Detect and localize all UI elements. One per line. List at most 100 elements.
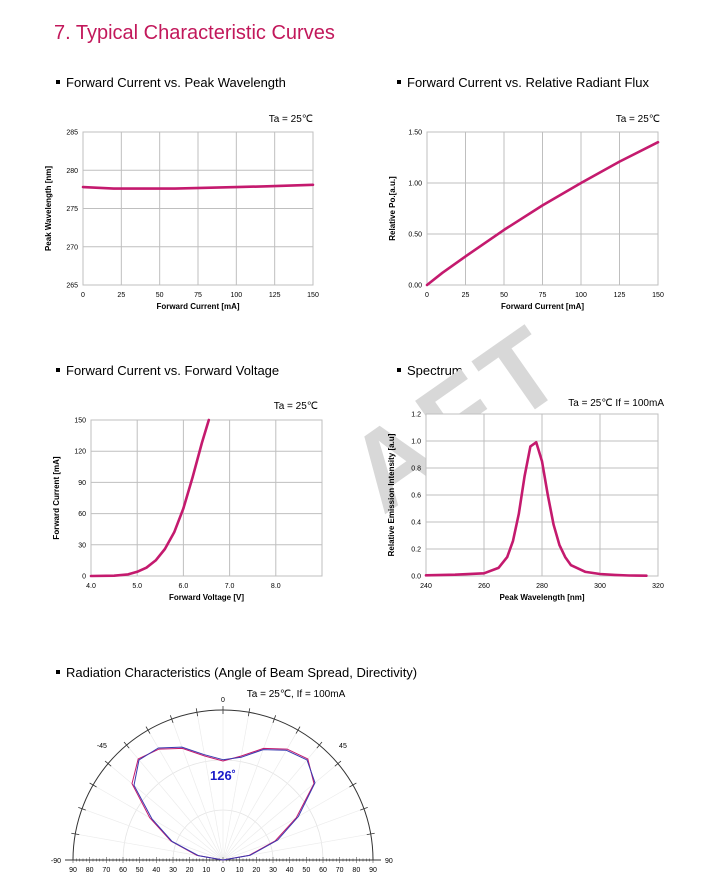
polar-tick [78, 806, 86, 811]
data-point [503, 229, 505, 231]
data-point [517, 513, 520, 515]
polar-tick [89, 782, 97, 788]
data-point [425, 574, 427, 577]
polar-series-line [131, 747, 315, 861]
data-point [454, 573, 456, 576]
bullet-icon [397, 79, 401, 84]
data-point [570, 564, 572, 567]
y-tick-label: 0.8 [411, 466, 421, 473]
radial-tick-label: 10 [202, 867, 210, 874]
polar-tick [71, 832, 80, 836]
x-tick-label: 50 [156, 292, 164, 299]
x-tick-label: 4.0 [86, 583, 96, 590]
data-point [580, 182, 582, 184]
section-label: Forward Current vs. Relative Radiant Flu… [407, 75, 650, 90]
radial-tick-label: 90 [369, 867, 377, 874]
x-axis-label: Forward Voltage [V] [169, 593, 244, 602]
radial-tick-label: 70 [336, 867, 344, 874]
polar-tick [195, 708, 199, 717]
chart-annotation: Ta = 25℃ [269, 114, 313, 125]
chart-radiation: 90 80 70 60 50 40 30 20 10 0 10 20 30 40 50 60 70 80 90 0 -4… [51, 689, 393, 874]
radial-tick-label: 20 [252, 867, 260, 874]
polar-spoke [171, 718, 224, 861]
data-point [145, 566, 148, 569]
page-title: 7. Typical Characteristic Curves [54, 22, 335, 44]
x-axis-label: Forward Current [mA] [156, 302, 239, 311]
polar-tick [169, 715, 174, 723]
data-point [628, 574, 630, 577]
chart-annotation: Ta = 25℃, If = 100mA [247, 689, 346, 700]
plot-area: 0.0 0.2 0.4 0.6 0.8 1.0 1.2 240 260 280 300 320 [411, 412, 664, 591]
bullet-icon [56, 79, 60, 84]
radial-tick-label: 40 [286, 867, 294, 874]
x-tick-label: 150 [652, 292, 664, 299]
polar-spoke [222, 784, 354, 861]
polar-tick [145, 726, 151, 734]
x-tick-label: 7.0 [225, 583, 235, 590]
polar-spoke [81, 808, 224, 861]
y-tick-label: 0.50 [408, 232, 422, 239]
beam-angle-label: 126˚ [210, 768, 236, 783]
data-point [266, 185, 268, 188]
x-axis-label: Peak Wavelength [nm] [499, 593, 584, 602]
y-tick-label: 120 [74, 449, 86, 456]
x-tick-label: 125 [614, 292, 626, 299]
polar-spoke [126, 744, 224, 861]
data-point [312, 183, 314, 186]
y-tick-label: 1.2 [411, 412, 421, 419]
polar-tick [334, 760, 342, 767]
data-point [143, 187, 146, 190]
x-tick-label: 320 [652, 583, 664, 590]
y-tick-label: 150 [74, 418, 86, 425]
y-axis-label: Relative Po.[a.u.] [388, 176, 397, 241]
x-axis-label: Forward Current [mA] [501, 302, 584, 311]
data-point [90, 575, 92, 577]
x-tick-label: 125 [269, 292, 281, 299]
polar-spoke [222, 729, 299, 861]
chart-radiant-flux: 0.00 0.50 1.00 1.50 0 25 50 75 100 125 150 Forward … [388, 114, 664, 311]
x-tick-label: 50 [500, 292, 508, 299]
data-point [552, 523, 555, 526]
polar-tick [316, 741, 323, 749]
polar-spoke [222, 712, 250, 861]
radial-tick-label: 50 [136, 867, 144, 874]
x-tick-label: 150 [307, 292, 319, 299]
section-label: Radiation Characteristics (Angle of Beam… [66, 665, 418, 680]
data-point [154, 559, 157, 562]
y-tick-label: 30 [78, 542, 86, 549]
polar-spoke [222, 744, 320, 861]
angle-label: -45 [97, 743, 107, 750]
data-point [584, 571, 587, 573]
section-heading-spectrum: Spectrum [397, 363, 463, 378]
polar-spoke [222, 763, 339, 861]
polar-tick [360, 806, 368, 811]
angle-label: 45 [339, 743, 347, 750]
data-point [200, 441, 203, 444]
section-label: Spectrum [407, 363, 463, 378]
data-point [113, 574, 115, 577]
polar-spoke [92, 784, 224, 861]
x-tick-label: 260 [478, 583, 490, 590]
radial-tick-label: 30 [169, 867, 177, 874]
polar-tick [366, 832, 375, 836]
section-label: Forward Current vs. Peak Wavelength [66, 75, 286, 90]
section-label: Forward Current vs. Forward Voltage [66, 363, 280, 378]
y-tick-label: 1.50 [408, 130, 422, 137]
chart-annotation: Ta = 25℃ [274, 401, 318, 412]
x-tick-label: 0 [81, 292, 85, 299]
polar-tick [104, 760, 112, 767]
y-tick-label: 270 [66, 244, 78, 251]
y-tick-label: 0.6 [411, 493, 421, 500]
radial-tick-label: 50 [302, 867, 310, 874]
data-point [182, 507, 185, 510]
data-point [483, 572, 485, 575]
data-point [564, 556, 567, 558]
data-point [164, 548, 166, 550]
data-point [127, 573, 129, 576]
y-axis-label: Peak Wavelength [nm] [44, 166, 53, 251]
radial-tick-label: 80 [86, 867, 94, 874]
radial-tick-label: 80 [352, 867, 360, 874]
y-tick-label: 1.00 [408, 181, 422, 188]
x-tick-label: 5.0 [132, 583, 142, 590]
data-point [541, 460, 543, 463]
